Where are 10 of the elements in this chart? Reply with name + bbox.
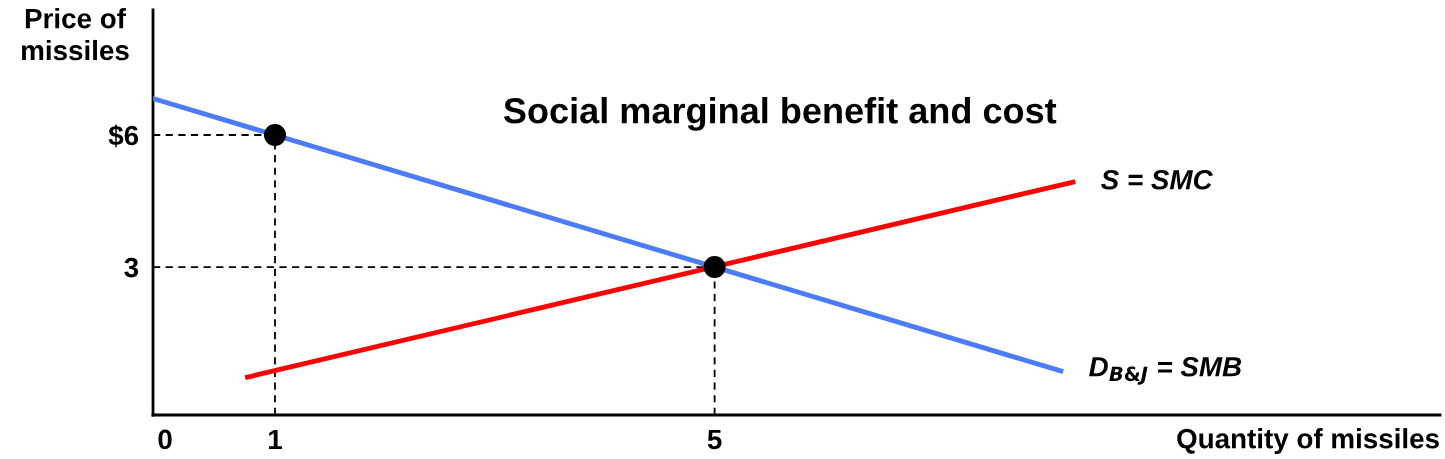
x-tick-label: 0 <box>158 429 172 450</box>
x-axis-title: Quantity of missiles <box>1177 428 1439 454</box>
y-tick-label: 3 <box>124 257 139 278</box>
x-tick-label: 5 <box>707 429 722 450</box>
y-axis-title: Price of missiles <box>22 8 129 61</box>
y-tick-label: $6 <box>108 124 139 148</box>
series-label: D$_{B&J}$ = SMB <box>1089 356 1242 385</box>
x-tick-label: 1 <box>269 429 282 450</box>
text: Social marginal benefit and cost <box>503 97 1057 131</box>
series-label: S = SMC <box>1101 169 1213 190</box>
